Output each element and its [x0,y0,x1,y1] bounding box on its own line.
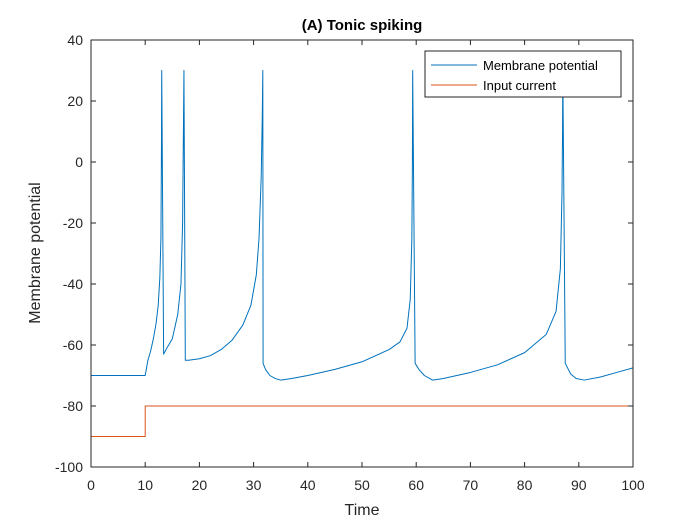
x-tick-label: 50 [354,477,370,493]
series-line-membrane-potential [91,70,634,381]
x-tick-label: 60 [408,477,424,493]
series-line-input-current [91,405,633,437]
legend: Membrane potential Input current [424,50,622,98]
chart-title: (A) Tonic spiking [302,17,423,34]
y-axis-label: Membrane potential [27,182,44,323]
x-tick-label: 0 [87,477,95,493]
series-layer [91,70,634,437]
y-tick-label: -20 [63,215,83,231]
plot-area [91,40,633,467]
y-tick-label: 20 [67,93,83,109]
x-tick-label: 90 [571,477,587,493]
axis-ticks: 0 10 20 30 40 50 60 70 80 90 100 -100 -80 -60 -40 -20 0 2… [55,32,645,493]
x-axis-label: Time [345,502,380,519]
legend-entry-label: Input current [483,78,556,93]
legend-entry-label: Membrane potential [483,58,598,73]
x-tick-label: 20 [192,477,208,493]
x-tick-label: 100 [621,477,645,493]
y-tick-label: -60 [63,337,83,353]
y-tick-label: -80 [63,398,83,414]
legend-box [424,50,622,98]
x-tick-label: 40 [300,477,316,493]
x-tick-label: 30 [246,477,262,493]
y-tick-label: 40 [67,32,83,48]
plot-frame [90,39,634,468]
y-tick-label: 0 [75,154,83,170]
y-tick-label: -100 [55,459,83,475]
x-tick-label: 80 [517,477,533,493]
y-tick-label: -40 [63,276,83,292]
x-tick-label: 10 [137,477,153,493]
x-tick-label: 70 [463,477,479,493]
